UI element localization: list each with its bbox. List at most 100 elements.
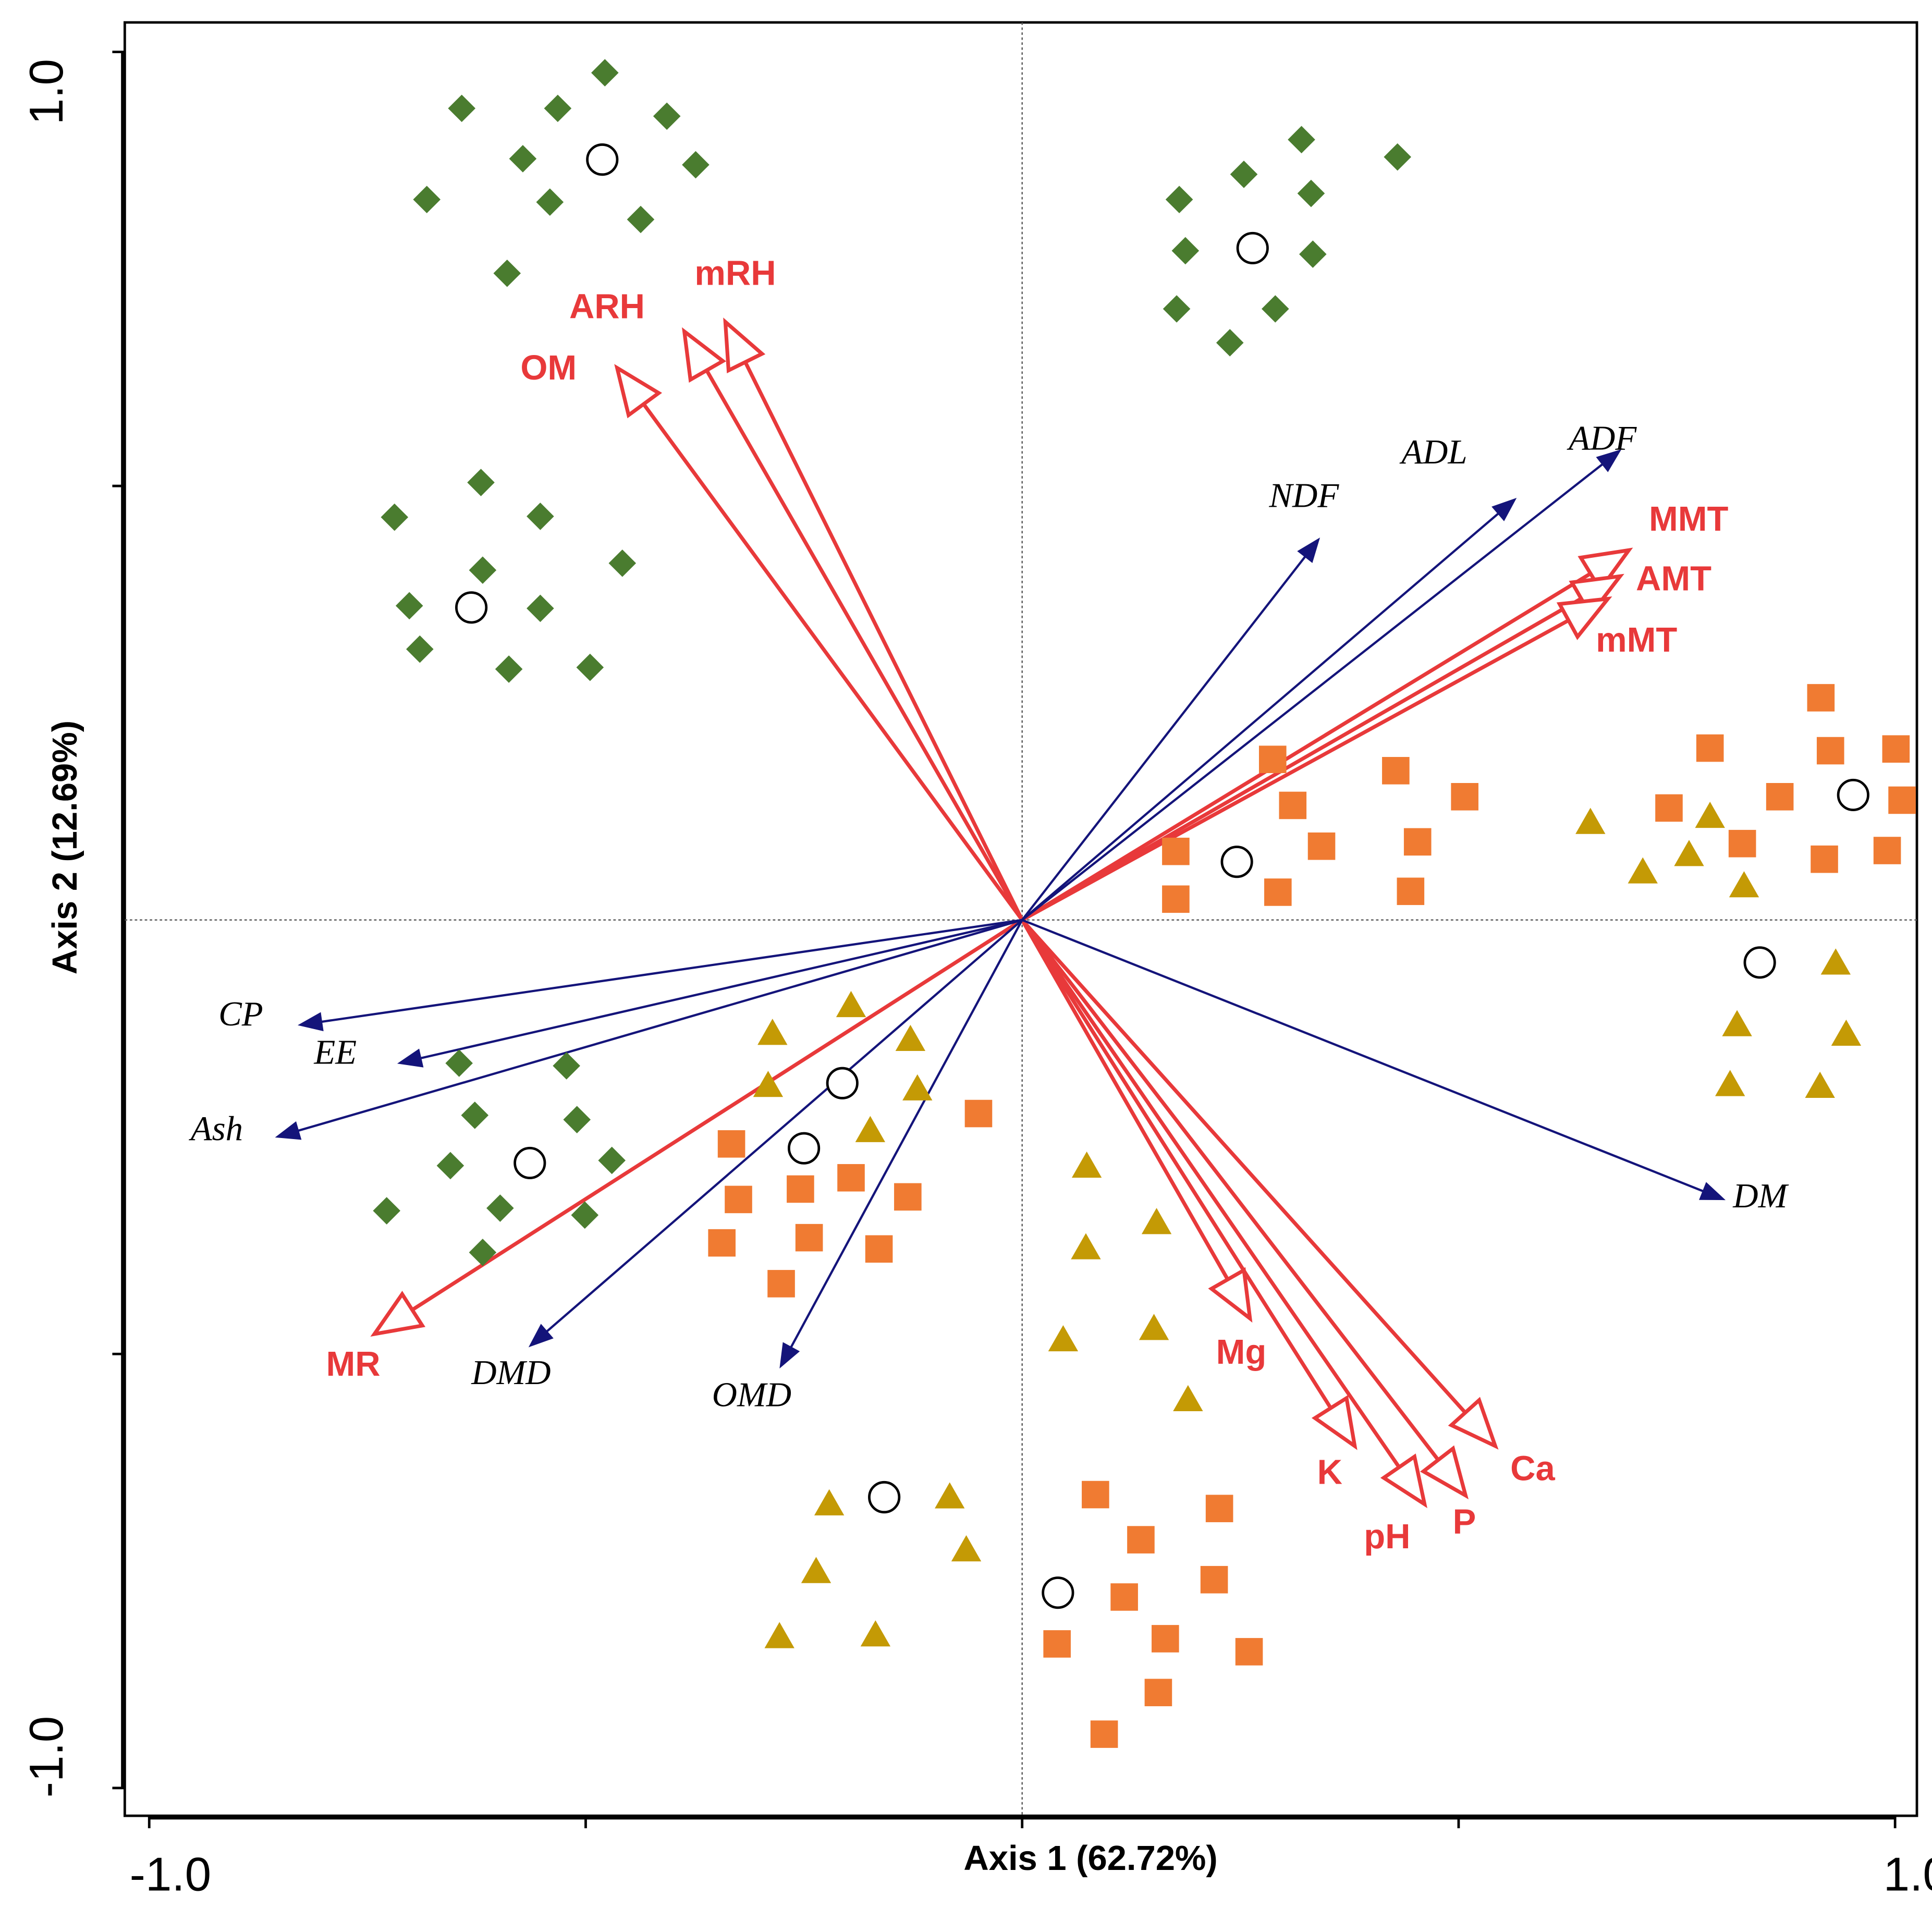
point — [627, 205, 655, 234]
vector-head — [528, 1324, 554, 1348]
point — [1831, 1019, 1862, 1046]
point — [381, 503, 409, 531]
x-tick-label: -1.0 — [130, 1849, 212, 1901]
point — [608, 549, 637, 577]
vector-line — [642, 403, 1024, 921]
point — [563, 1106, 591, 1133]
vector-line — [411, 918, 1023, 1312]
point — [814, 1489, 845, 1515]
vector-head — [1699, 1182, 1726, 1201]
y-axis-label: Axis 2 (12.69%) — [45, 720, 84, 974]
vector-head — [779, 1342, 800, 1369]
vector-label: DMD — [471, 1353, 551, 1392]
point — [1048, 1325, 1079, 1352]
point — [527, 594, 554, 622]
point — [865, 1235, 893, 1263]
point — [1200, 1565, 1228, 1594]
vector-label: Ca — [1510, 1449, 1555, 1488]
point — [1297, 179, 1325, 207]
point — [1216, 329, 1244, 357]
point — [1816, 737, 1844, 765]
point — [1042, 1576, 1074, 1609]
point — [1715, 1070, 1745, 1096]
point — [1163, 295, 1191, 323]
point — [1220, 846, 1253, 878]
point — [1820, 948, 1851, 975]
point — [373, 1197, 400, 1225]
point — [527, 503, 554, 530]
point — [1299, 240, 1327, 268]
point — [1888, 786, 1916, 814]
point — [586, 143, 619, 176]
point — [1139, 1314, 1169, 1340]
point — [787, 1175, 814, 1203]
point — [1141, 1208, 1172, 1234]
vector-line — [546, 919, 1023, 1332]
point — [764, 1622, 794, 1648]
point — [894, 1183, 922, 1211]
point — [1811, 845, 1838, 873]
vector-label: ARH — [569, 287, 645, 326]
point — [1628, 857, 1658, 884]
point — [837, 1164, 865, 1192]
point — [767, 1270, 795, 1298]
point — [436, 1152, 464, 1180]
vector-label: Mg — [1216, 1332, 1267, 1372]
x-tick-label: 1.0 — [1884, 1849, 1932, 1901]
point — [1165, 186, 1193, 214]
point — [1205, 1495, 1233, 1522]
point — [725, 1185, 752, 1214]
point — [1261, 295, 1289, 323]
point — [826, 1067, 859, 1099]
vector-head — [682, 327, 727, 383]
point — [1279, 791, 1307, 820]
vector-head — [614, 364, 663, 419]
point — [801, 1557, 832, 1583]
point — [1882, 735, 1910, 763]
vector-line — [1021, 572, 1592, 922]
point — [1674, 840, 1704, 866]
point — [1722, 1010, 1752, 1036]
point — [951, 1535, 982, 1562]
vector-head — [275, 1121, 302, 1140]
point — [509, 145, 537, 173]
vector-label: NDF — [1268, 476, 1339, 515]
point — [455, 591, 488, 624]
point — [1729, 871, 1759, 898]
vector-head — [1208, 1267, 1253, 1323]
point — [469, 1239, 497, 1266]
vector-head — [1380, 1453, 1427, 1509]
point — [860, 1620, 891, 1647]
plot-frame — [123, 21, 1918, 1817]
point — [753, 1071, 784, 1097]
point — [1728, 829, 1756, 858]
point — [536, 188, 564, 216]
vector-line — [298, 919, 1023, 1132]
point — [902, 1074, 933, 1100]
vector-label: ADL — [1399, 433, 1467, 471]
point — [495, 655, 523, 683]
vector-line — [743, 361, 1024, 921]
point — [1873, 837, 1901, 864]
vector-line — [790, 919, 1023, 1348]
point — [461, 1102, 489, 1129]
point — [469, 556, 497, 584]
point — [1655, 794, 1683, 822]
point — [708, 1229, 736, 1257]
point — [757, 1019, 788, 1045]
vector-line — [1021, 618, 1570, 922]
vector-head — [1556, 596, 1612, 640]
point — [598, 1146, 626, 1175]
point — [1264, 878, 1292, 906]
point — [1071, 1233, 1101, 1259]
vector-label: CP — [218, 995, 263, 1033]
vector-head — [1569, 573, 1624, 618]
point — [788, 1132, 821, 1165]
vector-head — [1420, 1445, 1469, 1500]
vector-label: OMD — [712, 1375, 791, 1414]
vector-head — [1311, 1395, 1358, 1450]
point — [836, 990, 866, 1018]
vector-head — [1491, 498, 1517, 521]
vector-line — [1021, 597, 1582, 922]
vector-head — [1448, 1397, 1499, 1450]
